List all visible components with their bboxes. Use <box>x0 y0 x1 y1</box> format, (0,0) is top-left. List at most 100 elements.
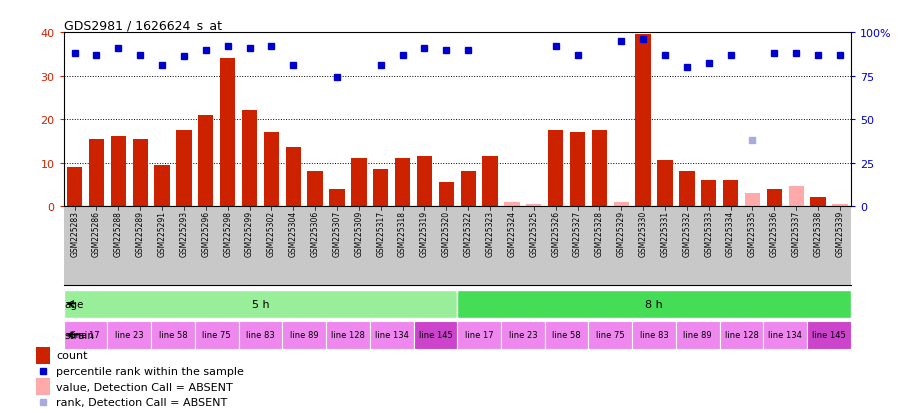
Bar <box>395 159 410 206</box>
Bar <box>351 159 367 206</box>
Bar <box>789 187 804 206</box>
Bar <box>36 347 50 364</box>
Bar <box>220 59 236 206</box>
Text: GSM225331: GSM225331 <box>661 211 670 256</box>
Bar <box>308 172 323 206</box>
Bar <box>282 322 326 349</box>
Bar <box>548 131 563 206</box>
Text: GSM225336: GSM225336 <box>770 211 779 256</box>
Bar <box>242 111 258 206</box>
Text: strain: strain <box>64 330 94 340</box>
Text: line 58: line 58 <box>158 330 187 339</box>
Text: GSM225338: GSM225338 <box>814 211 823 256</box>
Bar <box>151 322 195 349</box>
Bar <box>635 35 651 206</box>
Bar <box>133 139 148 206</box>
Text: GSM225299: GSM225299 <box>245 211 254 256</box>
Bar <box>526 204 541 206</box>
Text: GSM225309: GSM225309 <box>354 211 363 256</box>
Text: 5 h: 5 h <box>252 299 269 309</box>
Bar <box>807 322 851 349</box>
Bar <box>766 189 782 206</box>
Bar <box>439 183 454 206</box>
Bar <box>64 322 107 349</box>
Text: rank, Detection Call = ABSENT: rank, Detection Call = ABSENT <box>56 397 228 407</box>
Bar <box>264 133 279 206</box>
Bar <box>107 322 151 349</box>
Text: GSM225317: GSM225317 <box>376 211 385 256</box>
Bar <box>369 322 413 349</box>
Text: count: count <box>56 351 88 361</box>
Text: line 128: line 128 <box>724 330 758 339</box>
Text: GSM225335: GSM225335 <box>748 211 757 256</box>
Text: GSM225289: GSM225289 <box>136 211 145 256</box>
Bar <box>64 291 457 318</box>
Text: line 23: line 23 <box>115 330 144 339</box>
Text: line 17: line 17 <box>71 330 100 339</box>
Text: line 145: line 145 <box>812 330 846 339</box>
Text: GSM225329: GSM225329 <box>617 211 626 256</box>
Text: value, Detection Call = ABSENT: value, Detection Call = ABSENT <box>56 382 233 392</box>
Bar <box>545 322 589 349</box>
Text: GSM225288: GSM225288 <box>114 211 123 256</box>
Text: line 134: line 134 <box>768 330 803 339</box>
Bar <box>501 322 545 349</box>
Bar <box>329 189 345 206</box>
Bar <box>195 322 238 349</box>
Text: line 134: line 134 <box>375 330 409 339</box>
Text: GDS2981 / 1626624_s_at: GDS2981 / 1626624_s_at <box>64 19 222 32</box>
Text: line 23: line 23 <box>509 330 537 339</box>
Bar <box>676 322 720 349</box>
Text: GSM225337: GSM225337 <box>792 211 801 256</box>
Bar <box>833 204 847 206</box>
Bar <box>592 131 607 206</box>
Bar <box>238 322 282 349</box>
Text: GSM225298: GSM225298 <box>223 211 232 256</box>
Bar <box>373 170 389 206</box>
Bar <box>89 139 104 206</box>
Text: GSM225320: GSM225320 <box>442 211 450 256</box>
Text: 8 h: 8 h <box>645 299 663 309</box>
Bar <box>111 137 126 206</box>
Text: line 145: line 145 <box>419 330 452 339</box>
Text: GSM225326: GSM225326 <box>551 211 561 256</box>
Text: GSM225324: GSM225324 <box>508 211 517 256</box>
Text: GSM225332: GSM225332 <box>682 211 692 256</box>
Bar <box>570 133 585 206</box>
Bar <box>417 157 432 206</box>
Bar <box>36 378 50 395</box>
Text: GSM225283: GSM225283 <box>70 211 79 256</box>
Text: line 58: line 58 <box>552 330 581 339</box>
Bar <box>657 161 672 206</box>
Bar <box>811 198 825 206</box>
Bar <box>286 148 301 206</box>
Text: line 89: line 89 <box>290 330 318 339</box>
Text: GSM225330: GSM225330 <box>639 211 648 256</box>
Bar <box>504 202 520 206</box>
Bar <box>632 322 676 349</box>
Text: GSM225339: GSM225339 <box>835 211 844 256</box>
Text: GSM225286: GSM225286 <box>92 211 101 256</box>
Bar <box>198 115 214 206</box>
Text: GSM225327: GSM225327 <box>573 211 582 256</box>
Bar <box>457 322 501 349</box>
Bar <box>67 168 82 206</box>
Text: line 83: line 83 <box>640 330 669 339</box>
Text: line 89: line 89 <box>683 330 713 339</box>
Text: GSM225318: GSM225318 <box>398 211 407 256</box>
Text: GSM225296: GSM225296 <box>201 211 210 256</box>
Bar <box>457 291 851 318</box>
Text: line 83: line 83 <box>246 330 275 339</box>
Text: GSM225306: GSM225306 <box>310 211 319 256</box>
Bar <box>413 322 457 349</box>
Bar <box>460 172 476 206</box>
Text: GSM225291: GSM225291 <box>157 211 167 256</box>
Text: GSM225334: GSM225334 <box>726 211 735 256</box>
Bar <box>326 322 369 349</box>
Bar <box>744 193 760 206</box>
Bar <box>613 202 629 206</box>
Text: GSM225302: GSM225302 <box>267 211 276 256</box>
Text: GSM225323: GSM225323 <box>486 211 494 256</box>
Text: GSM225322: GSM225322 <box>464 211 472 256</box>
Text: GSM225319: GSM225319 <box>420 211 429 256</box>
